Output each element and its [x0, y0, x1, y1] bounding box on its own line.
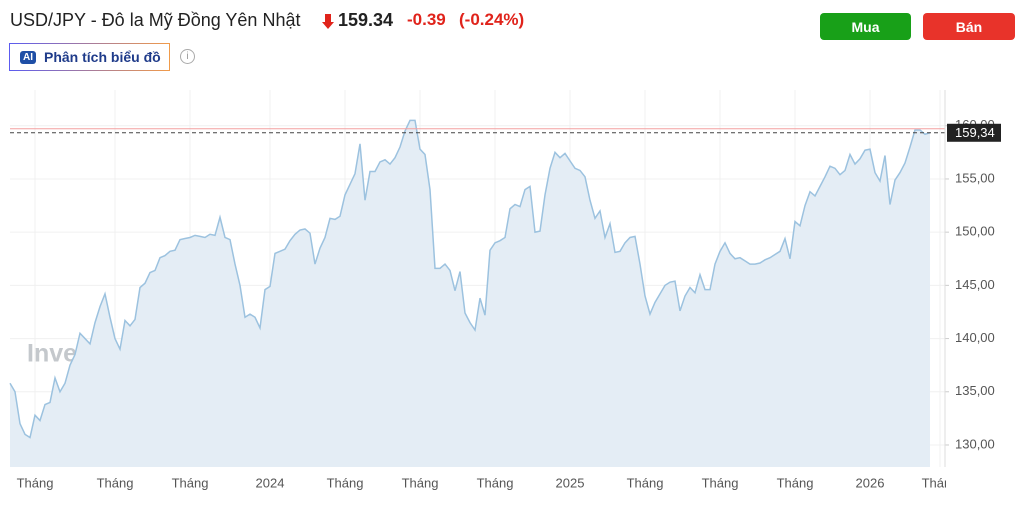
x-tick-label: 2024: [256, 475, 285, 490]
y-tick-label: 135,00: [955, 383, 995, 398]
watermark: Investing: [27, 340, 137, 368]
y-tick-label: 140,00: [955, 330, 995, 345]
x-tick-label: 2026: [856, 475, 885, 490]
x-tick-label: Tháng: [777, 475, 814, 490]
info-icon[interactable]: i: [180, 49, 195, 64]
price-line: [9, 119, 931, 439]
grid: [10, 90, 949, 467]
price: 159.34: [338, 10, 394, 30]
x-axis-labels: Tháng Tháng Tháng 2024 Tháng Tháng Tháng 2025 Th…: [17, 475, 959, 490]
x-tick-label: Tháng: [97, 475, 134, 490]
y-axis-labels: 130,00 135,00 140,00 145,00 150,00 155,00 160,…: [947, 117, 1001, 451]
ai-badge: AI: [20, 50, 36, 64]
buy-button[interactable]: Mua: [820, 13, 911, 40]
y-tick-label: 130,00: [955, 436, 995, 451]
x-tick-label: Tháng: [327, 475, 364, 490]
plot: [9, 119, 945, 467]
x-tick-label: Tháng: [477, 475, 514, 490]
price-change: -0.39: [407, 10, 446, 29]
y-tick-label: 155,00: [955, 170, 995, 185]
y-tick-label: 160,00: [955, 117, 995, 132]
x-tick-label: Tháng: [922, 475, 959, 490]
instrument-title: USD/JPY - Đô la Mỹ Đồng Yên Nhật: [10, 10, 301, 30]
x-tick-label: Tháng: [402, 475, 439, 490]
y-tick-label: 145,00: [955, 277, 995, 292]
last-price-label: 159,34: [955, 125, 995, 140]
x-tick-label: 2025: [556, 475, 585, 490]
ai-analysis-label: Phân tích biểu đồ: [44, 49, 161, 65]
last-price-box: [947, 123, 1001, 142]
x-tick-label: Tháng: [172, 475, 209, 490]
x-tick-label: Tháng: [17, 475, 54, 490]
down-arrow-icon: [322, 14, 334, 29]
watermark-suffix: .com: [144, 346, 183, 366]
price-change-percent: (-0.24%): [459, 10, 525, 29]
x-tick-label: Tháng: [627, 475, 664, 490]
sell-button[interactable]: Bán: [923, 13, 1015, 40]
x-tick-label: Tháng: [702, 475, 739, 490]
down-arrow: [322, 14, 334, 29]
area-fill: [10, 120, 930, 467]
y-tick-label: 150,00: [955, 224, 995, 239]
ai-analysis-button[interactable]: AI Phân tích biểu đồ: [9, 43, 170, 71]
